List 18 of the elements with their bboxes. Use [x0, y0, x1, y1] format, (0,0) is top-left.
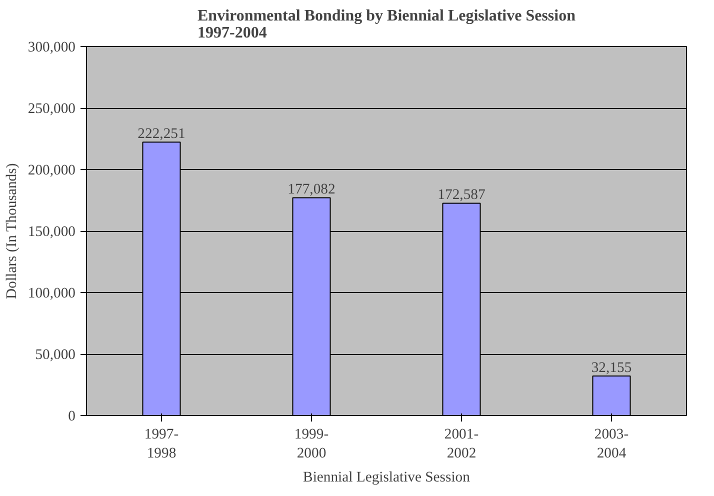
x-tick-label: 2003-2004 — [594, 426, 629, 462]
x-tick-label: 2001-2002 — [444, 426, 479, 462]
x-axis-title: Biennial Legislative Session — [303, 470, 471, 486]
y-axis-title: Dollars (In Thousands) — [4, 163, 20, 299]
data-label: 177,082 — [288, 182, 336, 198]
y-tick-label: 200,000 — [28, 162, 76, 178]
y-tick-label: 250,000 — [28, 101, 76, 117]
x-tick-label: 1999-2000 — [294, 426, 329, 462]
data-label: 222,251 — [138, 126, 186, 142]
y-tick-label: 0 — [68, 408, 76, 424]
y-tick-label: 50,000 — [35, 347, 76, 363]
chart-title: Environmental Bonding by Biennial Legislative Session 1997-2004 — [197, 8, 576, 42]
data-label: 32,155 — [591, 360, 632, 376]
y-tick-label: 150,000 — [28, 224, 76, 240]
x-tick-label: 1997-1998 — [144, 426, 179, 462]
y-tick-label: 300,000 — [28, 40, 76, 56]
y-tick-label: 100,000 — [28, 286, 76, 302]
data-label: 172,587 — [438, 187, 486, 204]
